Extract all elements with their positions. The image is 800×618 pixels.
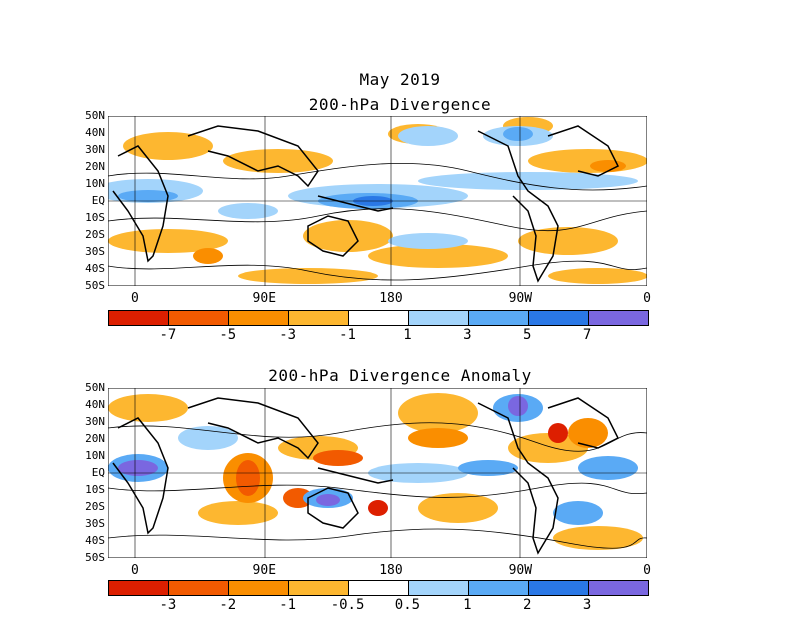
- colorbar-tick-label: -0.5: [330, 597, 365, 613]
- divergence-anomaly-map-canvas: [108, 388, 647, 558]
- colorbar-box: [169, 581, 229, 595]
- colorbar-tick-label: -3: [279, 327, 297, 343]
- panel1-title: 200-hPa Divergence: [308, 95, 492, 114]
- divergence-map-canvas: [108, 116, 647, 286]
- colorbar-box: [289, 311, 349, 325]
- colorbar-tick-label: 5: [523, 327, 532, 343]
- colorbar-box: [589, 311, 648, 325]
- lat-label: 10N: [85, 177, 105, 190]
- panel1-colorbar: [108, 310, 649, 326]
- colorbar-tick-label: 3: [582, 597, 592, 613]
- colorbar-box: [229, 581, 289, 595]
- colorbar-tick-label: 1: [403, 327, 412, 343]
- coastline-layer: [112, 397, 620, 555]
- lat-label: 20S: [85, 228, 105, 241]
- lat-label: 50S: [85, 279, 105, 292]
- colorbar-box: [409, 311, 469, 325]
- lon-label: 90W: [508, 563, 533, 578]
- divergence-map: [108, 116, 647, 286]
- lat-label: 30N: [85, 143, 105, 156]
- lon-label: 180: [379, 291, 403, 306]
- lon-label: 0: [643, 291, 651, 306]
- colorbar-tick-label: 3: [463, 327, 472, 343]
- colorbar-tick-label: -5: [219, 327, 237, 343]
- colorbar-box: [529, 581, 589, 595]
- lat-label: 30N: [85, 415, 105, 428]
- lat-label: 30S: [85, 245, 105, 258]
- lat-label: 20S: [85, 500, 105, 513]
- lon-label: 0: [131, 291, 139, 306]
- lat-label: 10S: [85, 211, 105, 224]
- colorbar-box: [289, 581, 349, 595]
- lon-label: 180: [379, 563, 403, 578]
- lat-label: 20N: [85, 432, 105, 445]
- lon-label: 90E: [252, 291, 277, 306]
- lat-label: 40S: [85, 262, 105, 275]
- lon-label: 0: [131, 563, 139, 578]
- colorbar-box: [229, 311, 289, 325]
- gridlines: [108, 116, 647, 286]
- colorbar-box: [469, 311, 529, 325]
- colorbar-box: [469, 581, 529, 595]
- colorbar-tick-label: -1: [339, 327, 356, 343]
- colorbar-box: [589, 581, 648, 595]
- colorbar-tick-label: -7: [159, 327, 177, 343]
- colorbar-box: [529, 311, 589, 325]
- colorbar-tick-label: 7: [582, 327, 592, 343]
- gridlines: [108, 388, 647, 558]
- lon-label: 0: [643, 563, 651, 578]
- panel2-title: 200-hPa Divergence Anomaly: [268, 366, 532, 385]
- lat-label: 40S: [85, 534, 105, 547]
- lat-label: 40N: [85, 398, 105, 411]
- lat-label: 40N: [85, 126, 105, 139]
- lat-label: EQ: [91, 194, 105, 207]
- colorbar-tick-label: -2: [219, 597, 237, 613]
- colorbar-tick-label: 2: [523, 597, 532, 613]
- lat-label: 20N: [85, 160, 105, 173]
- panel2-colorbar: [108, 580, 649, 596]
- lat-label: 10N: [85, 449, 105, 462]
- lon-label: 90E: [252, 563, 277, 578]
- lat-label: 50N: [85, 381, 105, 394]
- lon-label: 90W: [508, 291, 533, 306]
- colorbar-box: [349, 581, 409, 595]
- colorbar-box: [169, 311, 229, 325]
- colorbar-tick-label: -1: [279, 597, 297, 613]
- coastline-layer: [112, 125, 620, 283]
- lat-label: 10S: [85, 483, 105, 496]
- colorbar-box: [349, 311, 409, 325]
- lat-label: 50N: [85, 109, 105, 122]
- colorbar-tick-label: -3: [159, 597, 177, 613]
- colorbar-tick-label: 0.5: [394, 597, 421, 613]
- colorbar-box: [109, 581, 169, 595]
- figure-date-title: May 2019: [359, 70, 441, 89]
- colorbar-tick-label: 1: [463, 597, 472, 613]
- contour-layer: [108, 162, 647, 281]
- lat-label: EQ: [91, 466, 105, 479]
- divergence-anomaly-map: [108, 388, 647, 558]
- lat-label: 30S: [85, 517, 105, 530]
- colorbar-box: [109, 311, 169, 325]
- colorbar-box: [409, 581, 469, 595]
- lat-label: 50S: [85, 551, 105, 564]
